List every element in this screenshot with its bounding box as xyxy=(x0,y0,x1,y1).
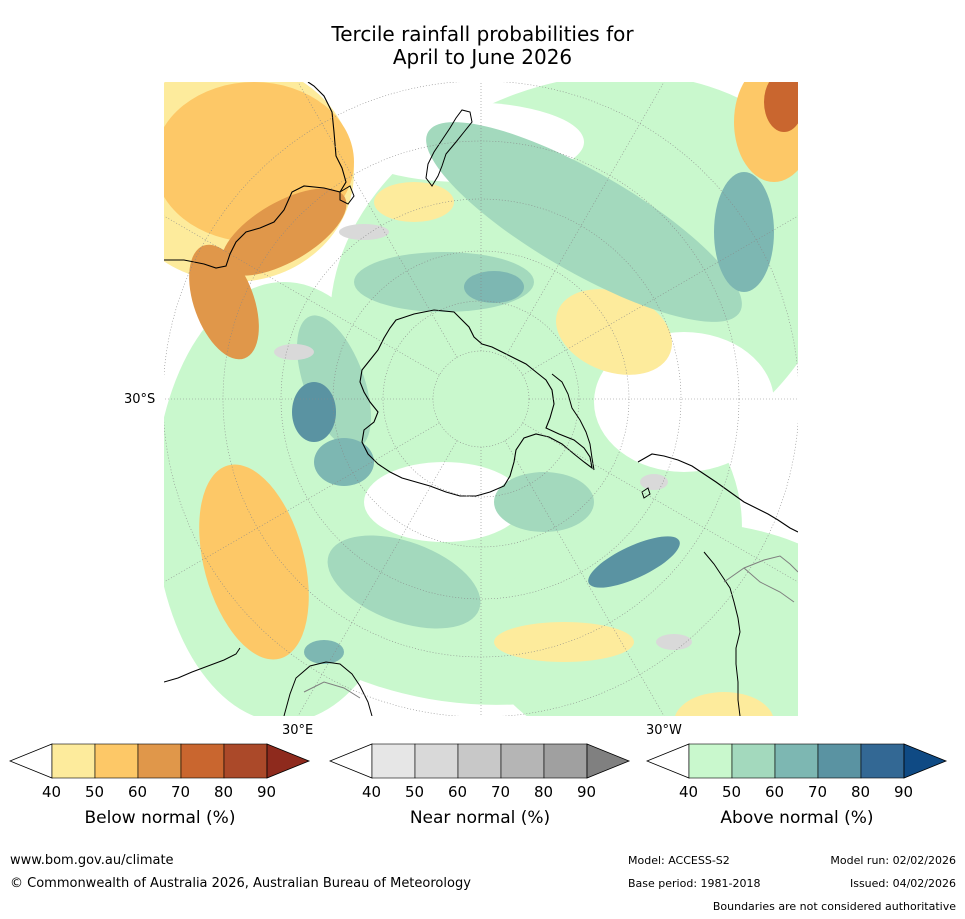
below-normal-area xyxy=(494,622,634,662)
footer-model-run: Model run: 02/02/2026 xyxy=(830,854,956,867)
below-normal-area xyxy=(199,464,309,660)
lon-label-30w: 30°W xyxy=(646,723,682,738)
footer-url: www.bom.gov.au/climate xyxy=(10,853,174,868)
footer-disclaimer: Boundaries are not considered authoritat… xyxy=(712,900,956,913)
below-extend-high xyxy=(266,743,311,779)
near-extend-high xyxy=(586,743,631,779)
below-tick-label: 60 xyxy=(128,783,148,801)
above-normal-area xyxy=(426,122,742,322)
antarctic-peninsula xyxy=(551,373,595,471)
near-tick-label: 80 xyxy=(534,783,554,801)
below-swatch-3 xyxy=(137,743,182,779)
probability-field xyxy=(164,82,798,716)
near-swatch-1 xyxy=(371,743,416,779)
tasmania-coastline xyxy=(339,185,355,205)
above-swatch-1 xyxy=(688,743,733,779)
chart-title-line-1: Tercile rainfall probabilities for xyxy=(331,22,634,46)
near-swatch-2 xyxy=(414,743,459,779)
near-swatch-3 xyxy=(457,743,502,779)
below-tick-label: 40 xyxy=(42,783,62,801)
near-swatch-5 xyxy=(543,743,588,779)
country-borders xyxy=(723,555,798,603)
below-tick-label: 50 xyxy=(85,783,105,801)
rainfall-probability-map xyxy=(164,82,798,716)
below-swatch-4 xyxy=(180,743,225,779)
above-swatch-2 xyxy=(731,743,776,779)
below-normal-area xyxy=(221,188,347,276)
below-normal-area xyxy=(374,182,454,222)
near-tick-label: 40 xyxy=(362,783,382,801)
near-tick-label: 90 xyxy=(577,783,597,801)
above-tick-label: 50 xyxy=(722,783,742,801)
latitude-circle xyxy=(280,198,682,600)
above-swatch-3 xyxy=(774,743,819,779)
lat-label-30s: 30°S xyxy=(124,392,156,407)
colorbar-near-normal xyxy=(329,743,631,779)
colorbar-label-above: Above normal (%) xyxy=(720,808,874,828)
below-swatch-1 xyxy=(51,743,96,779)
graticule xyxy=(164,82,798,716)
new-zealand-coastline xyxy=(425,109,473,187)
near-tick-label: 50 xyxy=(405,783,425,801)
africa-borders xyxy=(303,681,361,699)
above-tick-label: 60 xyxy=(765,783,785,801)
below-swatch-2 xyxy=(94,743,139,779)
no-signal-area xyxy=(364,462,524,542)
above-swatch-4 xyxy=(817,743,862,779)
footer-base-period: Base period: 1981-2018 xyxy=(628,877,761,890)
colorbar-label-below: Below normal (%) xyxy=(84,808,236,828)
near-normal-area xyxy=(656,634,692,650)
below-extend-low xyxy=(9,743,53,779)
above-normal-area xyxy=(484,522,798,716)
africa-coastline xyxy=(164,647,373,716)
colorbar-below-normal xyxy=(9,743,311,779)
south-america-coastline xyxy=(637,453,798,533)
above-tick-label: 90 xyxy=(894,783,914,801)
above-normal-area xyxy=(327,535,481,629)
falkland-islands xyxy=(641,487,651,499)
antarctica-coastline xyxy=(359,309,593,497)
chart-title-line-2: April to June 2026 xyxy=(392,45,573,69)
above-normal-area xyxy=(714,172,774,292)
above-tick-label: 70 xyxy=(808,783,828,801)
above-normal-area xyxy=(464,271,524,303)
above-normal-area xyxy=(588,536,680,588)
above-normal-area xyxy=(304,640,344,664)
below-swatch-5 xyxy=(223,743,268,779)
lon-label-30e: 30°E xyxy=(282,723,314,738)
footer-issued: Issued: 04/02/2026 xyxy=(849,877,956,890)
above-tick-label: 40 xyxy=(679,783,699,801)
latitude-circle xyxy=(382,300,580,498)
near-tick-label: 60 xyxy=(448,783,468,801)
below-normal-area xyxy=(675,692,773,716)
above-normal-area xyxy=(494,472,594,532)
above-extend-high xyxy=(903,743,948,779)
near-extend-low xyxy=(329,743,373,779)
near-tick-label: 70 xyxy=(491,783,511,801)
above-tick-label: 80 xyxy=(851,783,871,801)
footer-model: Model: ACCESS-S2 xyxy=(628,854,730,867)
above-extend-low xyxy=(646,743,690,779)
below-tick-label: 90 xyxy=(257,783,277,801)
below-tick-label: 70 xyxy=(171,783,191,801)
below-normal-area xyxy=(555,289,673,375)
near-normal-area xyxy=(640,474,668,490)
above-swatch-5 xyxy=(860,743,905,779)
near-normal-area xyxy=(339,224,389,240)
colorbar-above-normal xyxy=(646,743,948,779)
footer-copyright: © Commonwealth of Australia 2026, Austra… xyxy=(10,876,471,891)
above-normal-area xyxy=(314,438,374,486)
near-normal-area xyxy=(274,344,314,360)
below-normal-area xyxy=(189,244,259,360)
below-tick-label: 80 xyxy=(214,783,234,801)
above-normal-area xyxy=(297,315,371,449)
colorbar-label-near: Near normal (%) xyxy=(409,808,551,828)
below-normal-area xyxy=(764,82,798,132)
above-normal-area xyxy=(292,382,336,442)
australia-coastline xyxy=(164,82,347,269)
south-america-east-coast xyxy=(703,551,741,716)
near-swatch-4 xyxy=(500,743,545,779)
